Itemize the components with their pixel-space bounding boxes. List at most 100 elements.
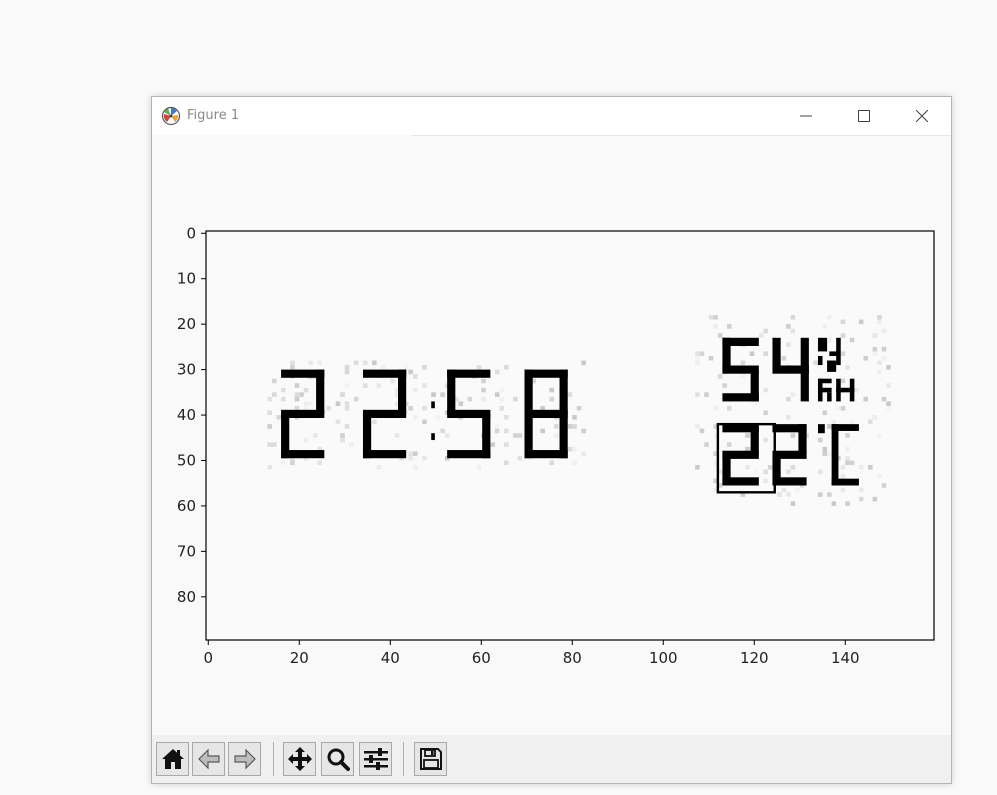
noise-pixel: [877, 369, 882, 375]
noise-pixel: [699, 428, 705, 434]
close-button[interactable]: [893, 97, 951, 135]
forward-arrow-icon: [233, 748, 256, 770]
noise-pixel: [422, 419, 427, 425]
noise-pixel: [745, 433, 750, 438]
noise-pixel: [763, 387, 768, 393]
noise-pixel: [431, 392, 436, 397]
x-tick-label: 20: [290, 649, 309, 667]
noise-pixel: [849, 419, 855, 425]
noise-pixel: [344, 365, 350, 370]
digit-segment: [524, 369, 568, 378]
noise-pixel: [827, 337, 832, 343]
digit-segment: [722, 365, 759, 374]
back-button[interactable]: [192, 742, 225, 776]
noise-pixel: [413, 387, 418, 393]
title-bar[interactable]: Figure 1: [152, 97, 951, 135]
figure-canvas[interactable]: 0 20 40 60 80 100 120 140 0 10 20 30 40 50 60 70 80: [152, 136, 951, 733]
configure-subplots-button[interactable]: [359, 742, 392, 776]
noise-pixel: [745, 446, 750, 452]
noise-pixel: [349, 442, 354, 447]
noise-pixel: [504, 428, 509, 434]
noise-pixel: [763, 351, 768, 356]
noise-pixel: [440, 428, 445, 434]
navigation-toolbar: [152, 735, 951, 783]
magnifier-icon: [327, 748, 350, 771]
noise-pixel: [267, 465, 272, 470]
noise-pixel: [408, 455, 414, 461]
noise-pixel: [390, 378, 395, 384]
noise-pixel: [827, 315, 832, 320]
noise-pixel: [422, 383, 427, 388]
minimize-button[interactable]: [777, 97, 835, 135]
noise-pixel: [549, 387, 555, 393]
noise-pixel: [863, 396, 869, 402]
pan-button[interactable]: [283, 742, 316, 776]
humidity-unit-glyph: [817, 337, 855, 402]
noise-pixel: [490, 442, 495, 447]
digit-segment: [722, 337, 731, 370]
noise-pixel: [549, 460, 555, 466]
noise-pixel: [695, 360, 700, 366]
noise-pixel: [554, 424, 559, 429]
unit-pixel: [817, 424, 825, 434]
noise-pixel: [281, 396, 286, 402]
zoom-button[interactable]: [321, 742, 354, 776]
noise-pixel: [745, 465, 750, 470]
noise-pixel: [695, 355, 700, 361]
maximize-button[interactable]: [835, 97, 893, 135]
noise-pixel: [267, 442, 272, 447]
noise-pixel: [567, 424, 573, 429]
noise-pixel: [344, 401, 350, 406]
noise-pixel: [267, 410, 272, 416]
noise-pixel: [786, 469, 791, 475]
noise-pixel: [726, 405, 732, 411]
digit-segment: [362, 413, 372, 459]
digit-segment: [524, 409, 568, 419]
figure-window: Figure 1: [151, 96, 952, 784]
noise-pixel: [881, 346, 887, 352]
digit-segment: [722, 477, 759, 486]
x-tick-label: 60: [472, 649, 491, 667]
noise-pixel: [308, 360, 313, 366]
noise-pixel: [886, 365, 891, 370]
noise-pixel: [817, 492, 823, 497]
noise-pixel: [886, 383, 891, 388]
noise-pixel: [877, 433, 882, 438]
noise-pixel: [372, 419, 377, 425]
y-tick-label: 70: [177, 542, 196, 560]
unit-pixel: [831, 424, 839, 486]
noise-pixel: [749, 351, 755, 356]
noise-pixel: [581, 428, 586, 434]
digit-segment: [431, 433, 435, 441]
image-plot[interactable]: 0 20 40 60 80 100 120 140 0 10 20 30 40 50 60 70 80: [152, 136, 951, 733]
noise-pixel: [408, 405, 414, 411]
noise-pixel: [849, 460, 855, 466]
digit-segment: [722, 424, 759, 433]
noise-pixel: [294, 405, 300, 411]
noise-pixel: [335, 401, 341, 406]
noise-pixel: [795, 487, 800, 493]
noise-pixel: [840, 319, 846, 325]
forward-button[interactable]: [228, 742, 261, 776]
noise-pixel: [572, 415, 577, 420]
unit-pixel: [827, 392, 832, 402]
sliders-icon: [363, 748, 388, 770]
noise-pixel: [754, 469, 759, 475]
window-title: Figure 1: [187, 108, 240, 123]
noise-pixel: [886, 405, 891, 411]
noise-pixel: [517, 455, 523, 461]
noise-pixel: [786, 342, 791, 347]
home-button[interactable]: [156, 742, 189, 776]
image-background: [206, 231, 934, 640]
digit-segment: [722, 337, 759, 346]
noise-pixel: [290, 365, 295, 370]
noise-pixel: [294, 383, 300, 388]
noise-pixel: [786, 324, 791, 329]
noise-pixel: [271, 378, 277, 384]
digit-segment: [772, 450, 807, 459]
unit-pixel: [836, 337, 841, 366]
noise-pixel: [413, 465, 418, 470]
save-button[interactable]: [414, 742, 447, 776]
noise-pixel: [713, 487, 718, 493]
noise-pixel: [790, 465, 796, 470]
